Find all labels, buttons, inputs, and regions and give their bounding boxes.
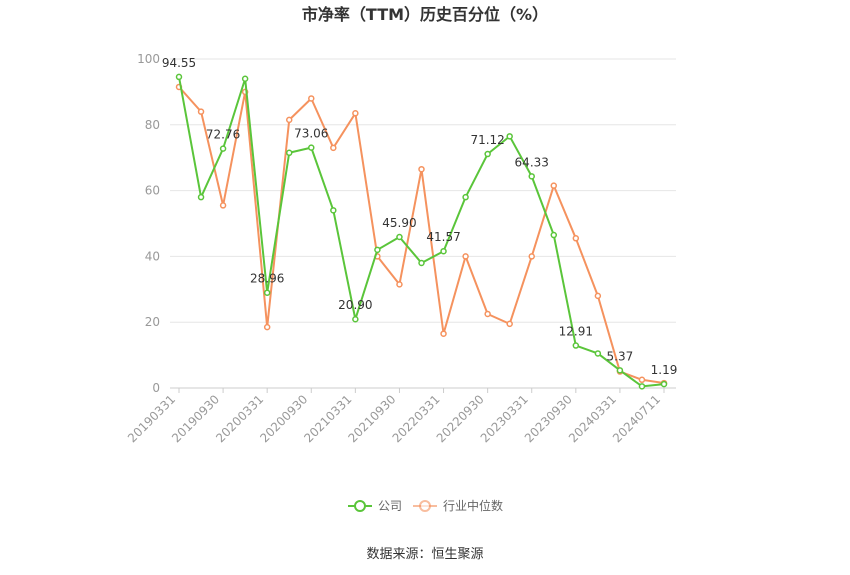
data-point[interactable] — [241, 75, 249, 82]
data-point[interactable] — [528, 253, 535, 260]
data-point[interactable] — [572, 342, 580, 349]
legend-company-marker — [354, 500, 366, 512]
legend-item-industry[interactable]: 行业中位数 — [413, 498, 503, 513]
data-point[interactable] — [594, 350, 602, 357]
data-point[interactable] — [462, 253, 469, 260]
data-point[interactable] — [263, 323, 271, 331]
y-tick-label: 0 — [152, 381, 160, 395]
data-label: 20.90 — [338, 298, 372, 312]
data-label: 5.37 — [607, 349, 634, 363]
data-point[interactable] — [219, 202, 227, 209]
data-point[interactable] — [638, 376, 646, 384]
data-point[interactable] — [660, 380, 668, 388]
series-layer — [175, 73, 668, 390]
data-label: 45.90 — [382, 216, 416, 230]
y-tick-label: 80 — [145, 118, 160, 132]
y-tick-label: 40 — [145, 249, 160, 263]
data-point[interactable] — [285, 116, 293, 124]
series-company — [175, 73, 668, 390]
data-point[interactable] — [308, 144, 315, 151]
data-point[interactable] — [175, 73, 183, 81]
data-label: 12.91 — [559, 325, 593, 339]
data-point[interactable] — [462, 193, 469, 201]
data-point[interactable] — [528, 173, 535, 180]
data-label: 72.76 — [206, 128, 240, 142]
legend-industry-marker — [419, 500, 431, 512]
data-point[interactable] — [263, 289, 271, 296]
data-point[interactable] — [550, 182, 558, 189]
data-point[interactable] — [330, 144, 337, 152]
data-point[interactable] — [330, 207, 337, 214]
data-point[interactable] — [197, 108, 205, 115]
data-point[interactable] — [285, 149, 293, 157]
axes: 0204060801002019033120190930202003312020… — [125, 52, 676, 445]
legend[interactable]: 公司 行业中位数 — [348, 498, 503, 513]
data-label: 1.19 — [651, 363, 678, 377]
data-point[interactable] — [550, 231, 558, 239]
data-point[interactable] — [418, 165, 425, 173]
data-point[interactable] — [616, 367, 624, 374]
legend-company-label: 公司 — [378, 499, 402, 513]
data-label: 41.57 — [426, 230, 460, 244]
y-tick-label: 60 — [145, 184, 160, 198]
data-point[interactable] — [308, 95, 315, 102]
data-point[interactable] — [352, 110, 359, 117]
data-point[interactable] — [484, 310, 491, 318]
data-point[interactable] — [594, 292, 602, 300]
chart-title: 市净率（TTM）历史百分位（%） — [302, 5, 548, 24]
data-point[interactable] — [506, 320, 513, 328]
series-line — [178, 76, 665, 388]
data-point[interactable] — [572, 235, 580, 242]
data-source: 数据来源：恒生聚源 — [366, 547, 483, 562]
y-tick-label: 20 — [145, 315, 160, 329]
data-label: 28.96 — [250, 272, 284, 286]
data-point[interactable] — [484, 150, 491, 158]
data-point[interactable] — [440, 330, 447, 337]
y-tick-label: 100 — [137, 52, 160, 66]
data-point[interactable] — [440, 247, 447, 255]
x-tick-label: 20240711 — [610, 392, 663, 445]
data-point[interactable] — [219, 145, 227, 152]
legend-industry-label: 行业中位数 — [443, 498, 503, 513]
data-point[interactable] — [396, 281, 403, 288]
series-line — [178, 86, 665, 385]
data-point[interactable] — [197, 193, 205, 201]
data-point[interactable] — [418, 259, 425, 267]
data-point[interactable] — [396, 233, 403, 241]
data-label: 64.33 — [515, 155, 549, 169]
data-label: 73.06 — [294, 127, 328, 141]
data-labels: 94.55 72.76 28.96 73.06 20.90 45.90 41.57 71.12… — [162, 56, 678, 377]
legend-item-company[interactable]: 公司 — [348, 499, 402, 513]
data-point[interactable] — [352, 315, 359, 323]
data-point[interactable] — [638, 383, 646, 390]
data-point[interactable] — [374, 246, 381, 254]
data-label: 71.12 — [470, 133, 504, 147]
data-label: 94.55 — [162, 56, 196, 70]
data-point[interactable] — [506, 133, 513, 140]
